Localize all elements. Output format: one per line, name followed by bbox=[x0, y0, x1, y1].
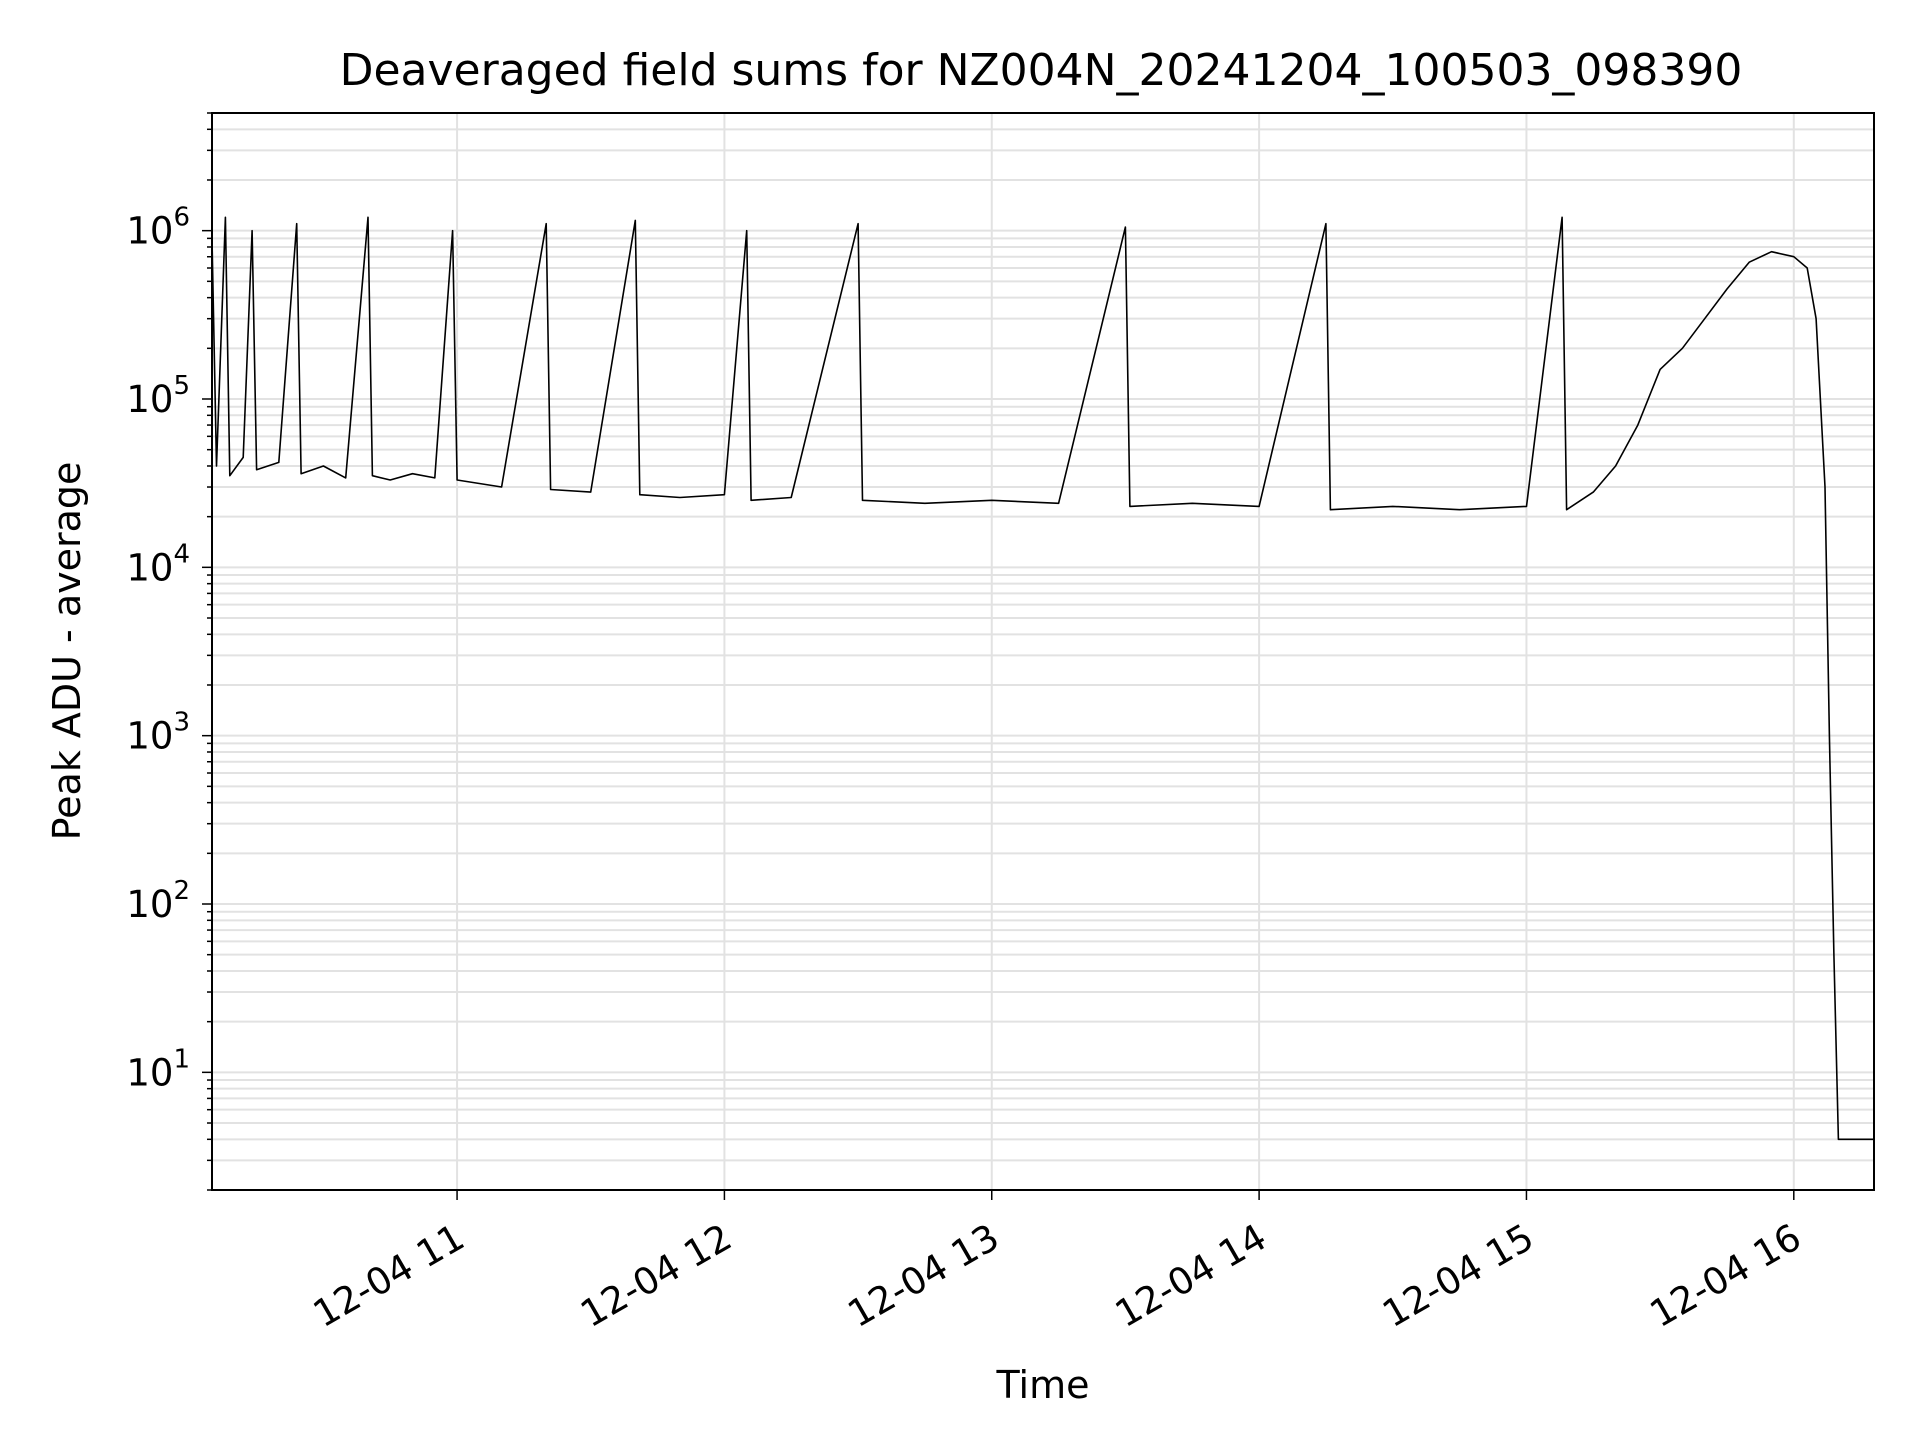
x-axis-label: Time bbox=[996, 1363, 1090, 1407]
y-tick-base: 10 bbox=[126, 715, 173, 758]
y-tick-base: 10 bbox=[126, 210, 173, 253]
y-tick-base: 10 bbox=[126, 546, 173, 589]
y-tick-exponent: 4 bbox=[173, 539, 190, 569]
series-line bbox=[211, 216, 1874, 1141]
y-tick-label: 106 bbox=[126, 203, 190, 253]
y-tick-label: 102 bbox=[126, 876, 190, 926]
y-tick-exponent: 6 bbox=[173, 203, 190, 233]
chart-title: Deaveraged field sums for NZ004N_2024120… bbox=[340, 45, 1743, 96]
y-tick-base: 10 bbox=[126, 1051, 173, 1094]
y-tick-exponent: 2 bbox=[173, 876, 190, 906]
y-axis-label: Peak ADU - average bbox=[45, 462, 89, 841]
y-tick-label: 105 bbox=[126, 371, 190, 421]
y-tick-label: 103 bbox=[126, 708, 190, 758]
y-tick-base: 10 bbox=[126, 883, 173, 926]
y-tick-label: 101 bbox=[126, 1044, 190, 1094]
data-layer bbox=[211, 216, 1874, 1141]
y-tick-exponent: 5 bbox=[173, 371, 190, 401]
y-tick-base: 10 bbox=[126, 378, 173, 421]
y-tick-exponent: 1 bbox=[173, 1044, 190, 1074]
y-tick-exponent: 3 bbox=[173, 708, 190, 738]
y-tick-label: 104 bbox=[126, 539, 190, 589]
plot-frame bbox=[211, 112, 1875, 1191]
